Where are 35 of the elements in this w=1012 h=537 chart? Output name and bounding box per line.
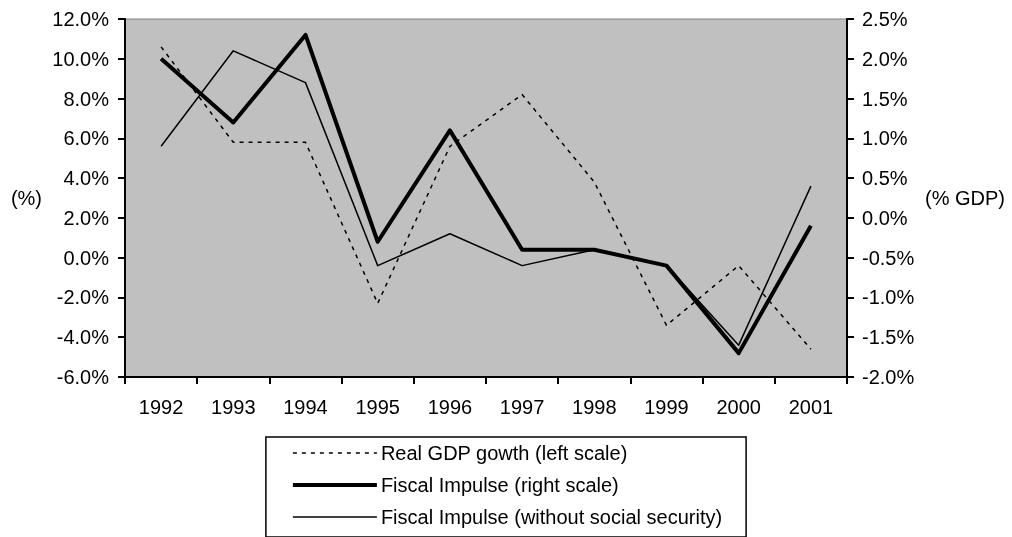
x-tick-label: 1999 [644, 396, 689, 418]
x-tick-label: 1994 [283, 396, 328, 418]
legend-label: Fiscal Impulse (right scale) [380, 474, 619, 496]
x-tick-label: 1997 [499, 396, 545, 418]
y2-tick-label: -2.0% [862, 366, 915, 388]
y-tick-label: -4.0% [56, 326, 110, 349]
x-tick-label: 2001 [788, 396, 834, 418]
y-tick-label: -6.0% [56, 366, 110, 388]
y-tick-label: -2.0% [56, 286, 110, 309]
x-tick-label: 1992 [138, 396, 184, 418]
y-tick-label: 2.0% [63, 206, 110, 229]
legend-label: Real GDP gowth (left scale) [380, 442, 628, 464]
x-tick-label: 1995 [355, 396, 400, 418]
legend-label: Fiscal Impulse (without social security) [380, 506, 723, 528]
y2-tick-label: -1.5% [862, 326, 915, 349]
y2-tick-label: 2.0% [862, 47, 908, 70]
y-tick-label: 0.0% [63, 246, 110, 269]
y-tick-label: 4.0% [63, 167, 110, 190]
x-tick-label: 2000 [716, 396, 761, 418]
y-tick-label: 6.0% [63, 127, 110, 150]
x-tick-label: 1998 [572, 396, 617, 418]
x-tick-label: 1996 [427, 396, 473, 418]
y2-tick-label: 2.5% [862, 8, 908, 30]
y2-tick-label: 0.0% [862, 206, 908, 229]
y-axis-title: (%) [10, 187, 42, 209]
y2-axis-title: (% GDP) [925, 187, 1005, 209]
y-tick-label: 10.0% [52, 47, 110, 70]
y2-tick-label: -1.0% [862, 286, 915, 309]
y-tick-label: 8.0% [63, 87, 110, 110]
x-tick-label: 1993 [211, 396, 256, 418]
y2-tick-label: 1.0% [862, 127, 908, 150]
y2-tick-label: 0.5% [862, 167, 908, 190]
y-tick-label: 12.0% [52, 8, 110, 30]
y2-tick-label: 1.5% [862, 87, 908, 110]
y2-tick-label: -0.5% [862, 246, 915, 269]
